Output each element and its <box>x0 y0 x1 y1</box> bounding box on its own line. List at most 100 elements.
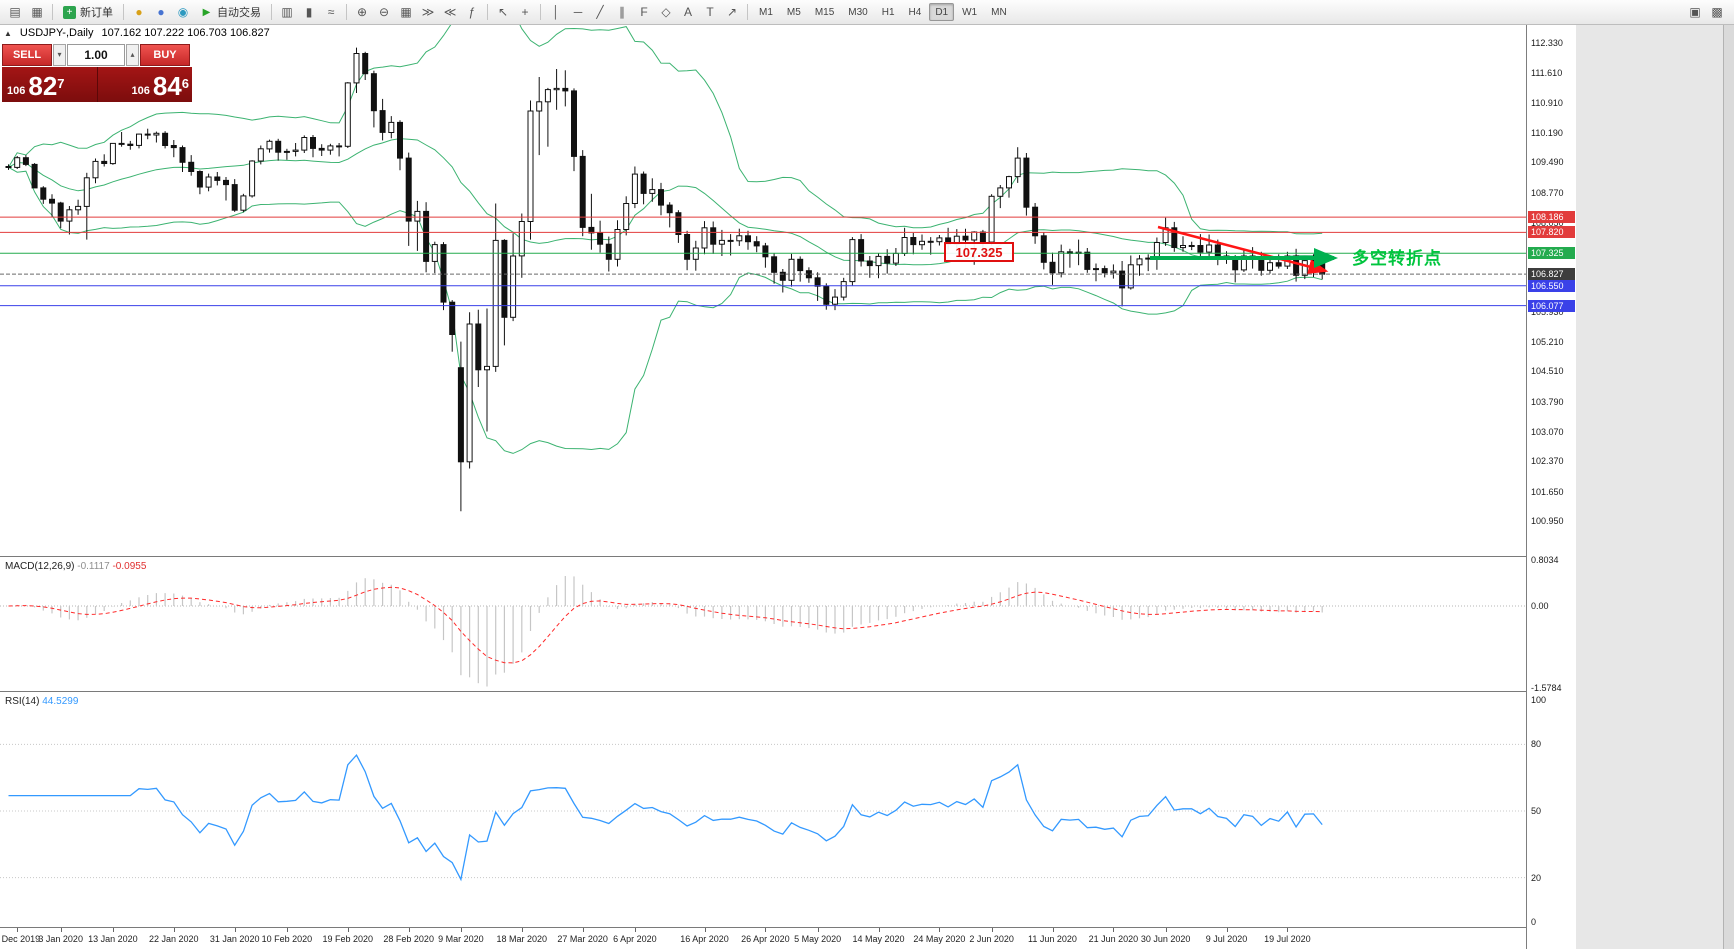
time-tick <box>582 928 584 932</box>
chart-window-icon[interactable]: ▤ <box>9 5 21 19</box>
crosshair-icon[interactable]: + <box>521 5 529 19</box>
time-label: 13 Jan 2020 <box>88 934 138 944</box>
timeframe-button-H1[interactable]: H1 <box>881 6 895 18</box>
price-tick: 101.650 <box>1531 486 1564 497</box>
timeframe-button-W1[interactable]: W1 <box>962 6 978 18</box>
buy-button[interactable]: BUY <box>140 44 190 66</box>
toolbar-separator <box>540 4 541 20</box>
panel-divider[interactable] <box>0 691 1575 692</box>
price-tick: 102.370 <box>1531 456 1564 467</box>
profiles-icon[interactable]: ▦ <box>31 5 43 19</box>
macd-tick: -1.5784 <box>1531 683 1562 693</box>
rsi-tick: 0 <box>1531 917 1537 927</box>
price-tag: 108.186 <box>1528 211 1575 224</box>
toolbar-separator <box>346 4 347 20</box>
time-label: 24 May 2020 <box>913 934 966 944</box>
autotrade-button-icon: ▶ <box>202 6 211 18</box>
time-label: 26 Apr 2020 <box>741 934 790 944</box>
one-click-toggle-icon[interactable]: ▲ <box>4 28 12 38</box>
chart-windows-icon[interactable]: ▣ <box>1689 5 1701 19</box>
price-tag: 107.325 <box>1528 247 1575 260</box>
macd-chart-canvas[interactable] <box>0 557 1526 691</box>
panel-divider[interactable] <box>0 927 1575 928</box>
price-tick: 111.610 <box>1531 68 1563 79</box>
timeframe-button-MN[interactable]: MN <box>991 6 1007 18</box>
price-divider <box>96 67 98 102</box>
time-label: 10 Feb 2020 <box>261 934 313 944</box>
time-tick <box>634 928 636 932</box>
time-label: 28 Feb 2020 <box>383 934 434 944</box>
price-tick: 105.930 <box>1531 306 1564 317</box>
channel-icon[interactable]: ∥ <box>619 5 625 19</box>
time-label: 5 Dec 2019 <box>0 934 41 944</box>
zoom-out-icon[interactable]: ⊖ <box>378 5 390 19</box>
candlestick-chart-icon[interactable]: ▮ <box>305 5 313 19</box>
indicators-icon[interactable]: ƒ <box>468 5 476 19</box>
auto-scroll-icon[interactable]: ≫ <box>421 5 435 19</box>
trendline-icon[interactable]: ╱ <box>596 5 604 19</box>
timeframe-button-D1[interactable]: D1 <box>929 3 955 21</box>
vertical-line-icon[interactable]: │ <box>552 5 560 19</box>
rsi-chart-canvas[interactable] <box>0 692 1526 928</box>
time-label: 19 Jul 2020 <box>1264 934 1311 944</box>
time-label: 14 May 2020 <box>852 934 905 944</box>
price-chart-canvas[interactable] <box>0 24 1526 556</box>
time-label: 30 Jun 2020 <box>1140 934 1191 944</box>
time-tick <box>460 928 462 932</box>
line-chart-icon[interactable]: ≈ <box>327 5 335 19</box>
time-tick <box>17 928 19 932</box>
volume-down-button[interactable]: ▾ <box>53 44 66 66</box>
time-tick <box>1165 928 1167 932</box>
fibonacci-icon[interactable]: F <box>640 5 648 19</box>
time-label: 9 Jul 2020 <box>1205 934 1248 944</box>
panel-divider[interactable] <box>0 556 1575 557</box>
chart-shift-icon[interactable]: ≪ <box>443 5 457 19</box>
horizontal-line-icon[interactable]: ─ <box>573 5 583 19</box>
toolbar-left-group: ▤ ▦ + 新订单 ● ● ◉ ▶ 自动交易 ▥ ▮ ≈ ⊕ ⊖ ▦ ≫ ≪ ƒ ↖ + │ ─ ╱ ∥ F ◇ A T ↗ M1 M5 M1… <box>0 3 1014 21</box>
sell-price[interactable]: 106 82 7 <box>7 71 65 102</box>
sell-button[interactable]: SELL <box>2 44 52 66</box>
shapes-icon[interactable]: ◇ <box>661 5 671 19</box>
volume-up-button[interactable]: ▴ <box>126 44 139 66</box>
timeframe-button-M1[interactable]: M1 <box>759 6 773 18</box>
timeframe-button-M15[interactable]: M15 <box>814 6 835 18</box>
rsi-tick: 20 <box>1531 872 1542 883</box>
zoom-in-icon[interactable]: ⊕ <box>356 5 368 19</box>
coins-icon[interactable]: ● <box>135 5 143 19</box>
workspace-icon[interactable]: ▩ <box>1711 5 1723 19</box>
timeframe-button-M30[interactable]: M30 <box>848 6 868 18</box>
vertical-scrollbar[interactable] <box>1723 24 1734 949</box>
autotrade-button-label: 自动交易 <box>217 7 261 19</box>
tile-windows-icon[interactable]: ▦ <box>400 5 412 19</box>
new-order-button[interactable]: + 新订单 <box>57 3 119 21</box>
time-tick <box>112 928 114 932</box>
price-axis[interactable]: 112.330 111.610 110.910 110.190 109.490 108.7… <box>1526 24 1576 949</box>
autotrade-button[interactable]: ▶ 自动交易 <box>194 3 267 21</box>
label-icon[interactable]: T <box>706 5 714 19</box>
price-note-box[interactable]: 107.325 <box>944 242 1014 262</box>
time-tick <box>60 928 62 932</box>
chart-symbol-label: USDJPY-,Daily <box>19 27 94 39</box>
price-tick: 110.190 <box>1531 127 1563 138</box>
timeframe-button-M5[interactable]: M5 <box>786 6 801 18</box>
price-tick: 103.790 <box>1531 396 1564 407</box>
community-icon[interactable]: ● <box>157 5 165 19</box>
rsi-tick: 100 <box>1531 695 1547 705</box>
mql-market-icon[interactable]: ◉ <box>177 5 189 19</box>
volume-input[interactable] <box>67 44 125 66</box>
cursor-icon[interactable]: ↖ <box>497 5 509 19</box>
main-toolbar: ▤ ▦ + 新订单 ● ● ◉ ▶ 自动交易 ▥ ▮ ≈ ⊕ ⊖ ▦ ≫ ≪ ƒ ↖ + │ ─ ╱ ∥ F ◇ A T ↗ M1 M5 M1… <box>0 0 1734 25</box>
time-tick <box>878 928 880 932</box>
time-label: 3 Jan 2020 <box>38 934 83 944</box>
turning-point-label: 多空转折点 <box>1352 249 1442 268</box>
buy-price[interactable]: 106 84 6 <box>131 71 189 102</box>
time-tick <box>408 928 410 932</box>
price-tag: 107.820 <box>1528 226 1575 239</box>
chart-window[interactable]: ▲ USDJPY-,Daily 107.162 107.222 106.703 … <box>0 24 1576 949</box>
bar-chart-icon[interactable]: ▥ <box>281 5 293 19</box>
timeframe-button-H4[interactable]: H4 <box>908 6 922 18</box>
arrows-icon[interactable]: ↗ <box>726 5 738 19</box>
text-icon[interactable]: A <box>683 5 692 19</box>
